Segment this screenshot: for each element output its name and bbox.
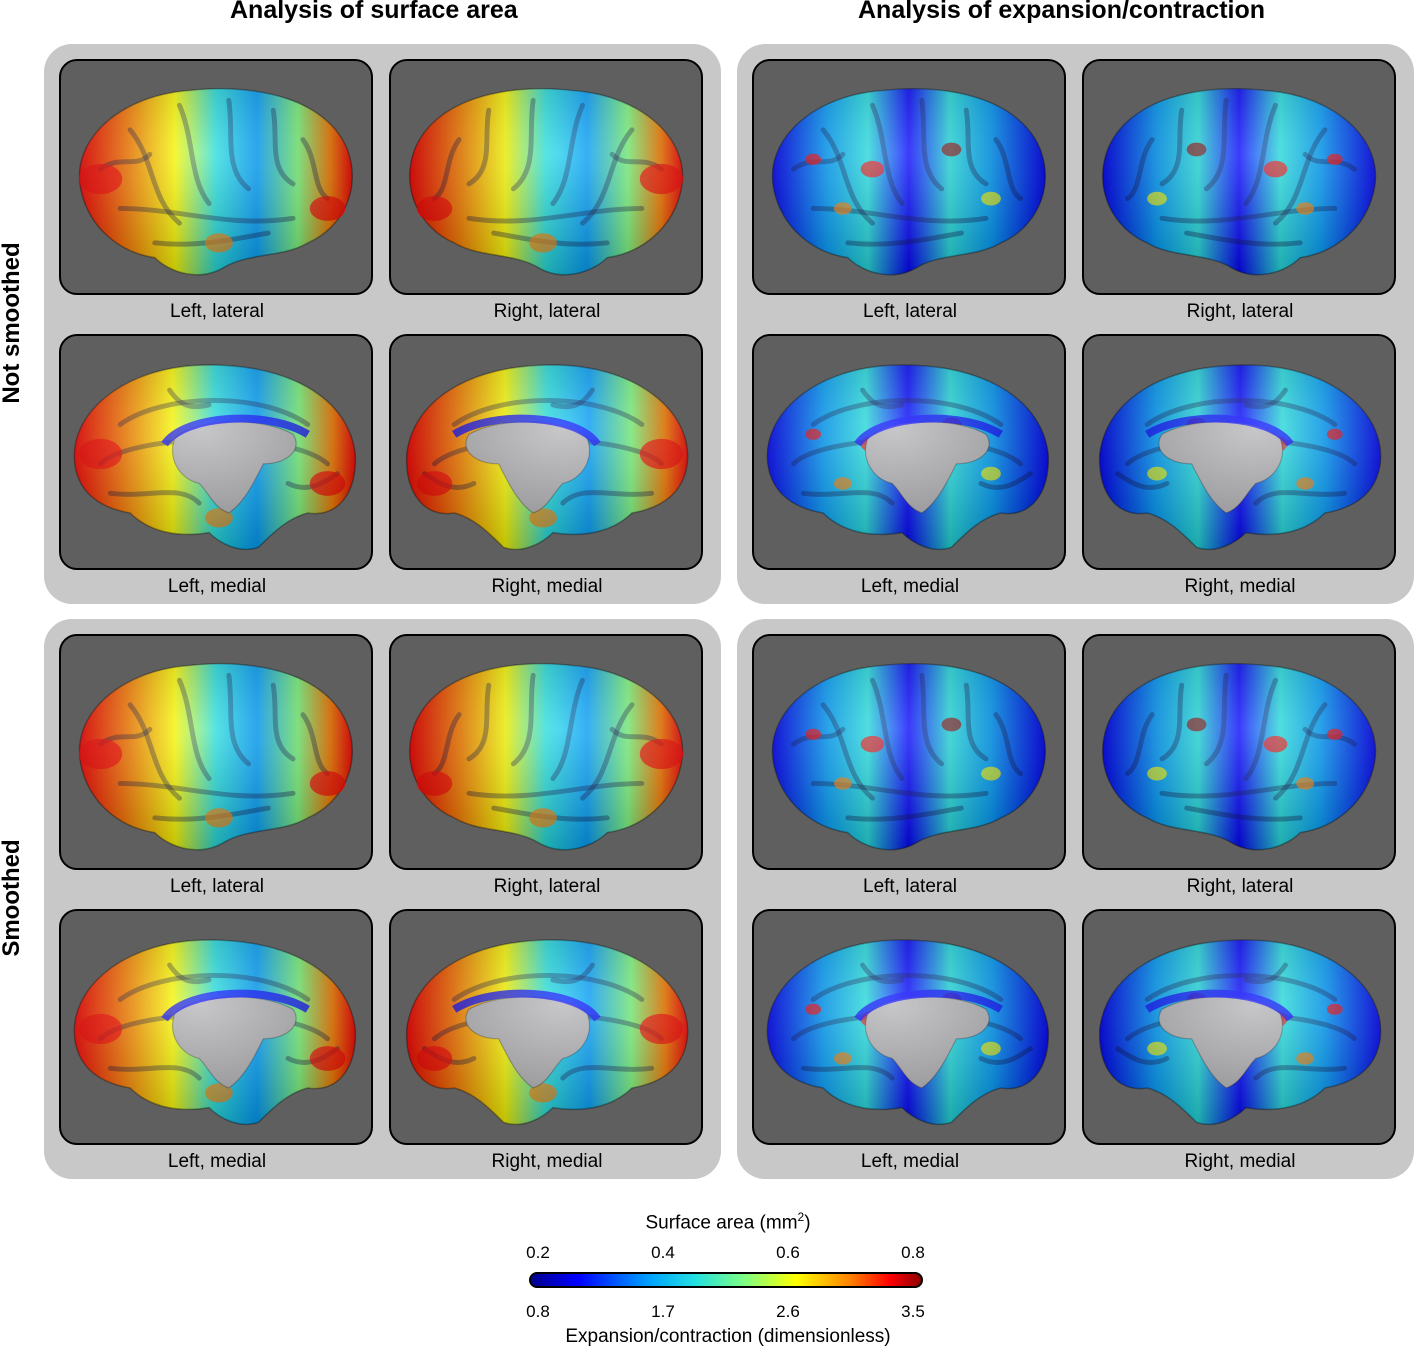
colorbar-top-title: Surface area (mm2) (645, 1210, 811, 1234)
caption-right-lateral: Right, lateral (493, 301, 601, 322)
colorbar-bottom-tick: 2.6 (776, 1302, 800, 1321)
colorbar-top-tick: 0.6 (776, 1243, 800, 1262)
panel-ec-ns-right-medial (1082, 334, 1396, 570)
caption-left-medial: Left, medial (860, 1151, 960, 1172)
caption-right-lateral: Right, lateral (493, 876, 601, 897)
panel-sa-s-left-medial (59, 909, 373, 1145)
colorbar-bottom-tick: 3.5 (901, 1302, 925, 1321)
colorbar-bottom-tick: 1.7 (651, 1302, 675, 1321)
row-title-not-smoothed: Not smoothed (0, 242, 25, 404)
row-title-smoothed: Smoothed (0, 839, 25, 957)
panel-sa-s-right-medial (389, 909, 703, 1145)
caption-left-lateral: Left, lateral (170, 876, 264, 897)
caption-right-lateral: Right, lateral (1186, 876, 1294, 897)
panel-sa-ns-left-medial (59, 334, 373, 570)
panel-ec-s-right-medial (1082, 909, 1396, 1145)
colorbar-top-tick: 0.4 (651, 1243, 675, 1262)
caption-right-lateral: Right, lateral (1186, 301, 1294, 322)
panel-ec-s-left-lateral (752, 634, 1066, 870)
column-title-expansion: Analysis of expansion/contraction (858, 0, 1266, 24)
panel-sa-ns-right-medial (389, 334, 703, 570)
caption-right-medial: Right, medial (1184, 1151, 1296, 1172)
caption-left-medial: Left, medial (860, 576, 960, 597)
panel-ec-ns-left-medial (752, 334, 1066, 570)
caption-left-lateral: Left, lateral (170, 301, 264, 322)
panel-sa-ns-right-lateral (389, 59, 703, 295)
colorbar-bottom-tick: 0.8 (526, 1302, 550, 1321)
colorbar-top-tick: 0.2 (526, 1243, 550, 1262)
column-title-surface-area: Analysis of surface area (230, 0, 518, 24)
caption-left-medial: Left, medial (167, 576, 267, 597)
caption-right-medial: Right, medial (491, 576, 603, 597)
caption-left-lateral: Left, lateral (863, 876, 957, 897)
panel-ec-ns-right-lateral (1082, 59, 1396, 295)
caption-left-lateral: Left, lateral (863, 301, 957, 322)
panel-sa-ns-left-lateral (59, 59, 373, 295)
caption-left-medial: Left, medial (167, 1151, 267, 1172)
panel-ec-ns-left-lateral (752, 59, 1066, 295)
colorbar-top-tick: 0.8 (901, 1243, 925, 1262)
caption-right-medial: Right, medial (491, 1151, 603, 1172)
panel-ec-s-left-medial (752, 909, 1066, 1145)
colorbar (529, 1272, 923, 1288)
panel-ec-s-right-lateral (1082, 634, 1396, 870)
caption-right-medial: Right, medial (1184, 576, 1296, 597)
panel-sa-s-left-lateral (59, 634, 373, 870)
panel-sa-s-right-lateral (389, 634, 703, 870)
colorbar-bottom-title: Expansion/contraction (dimensionless) (565, 1326, 891, 1347)
